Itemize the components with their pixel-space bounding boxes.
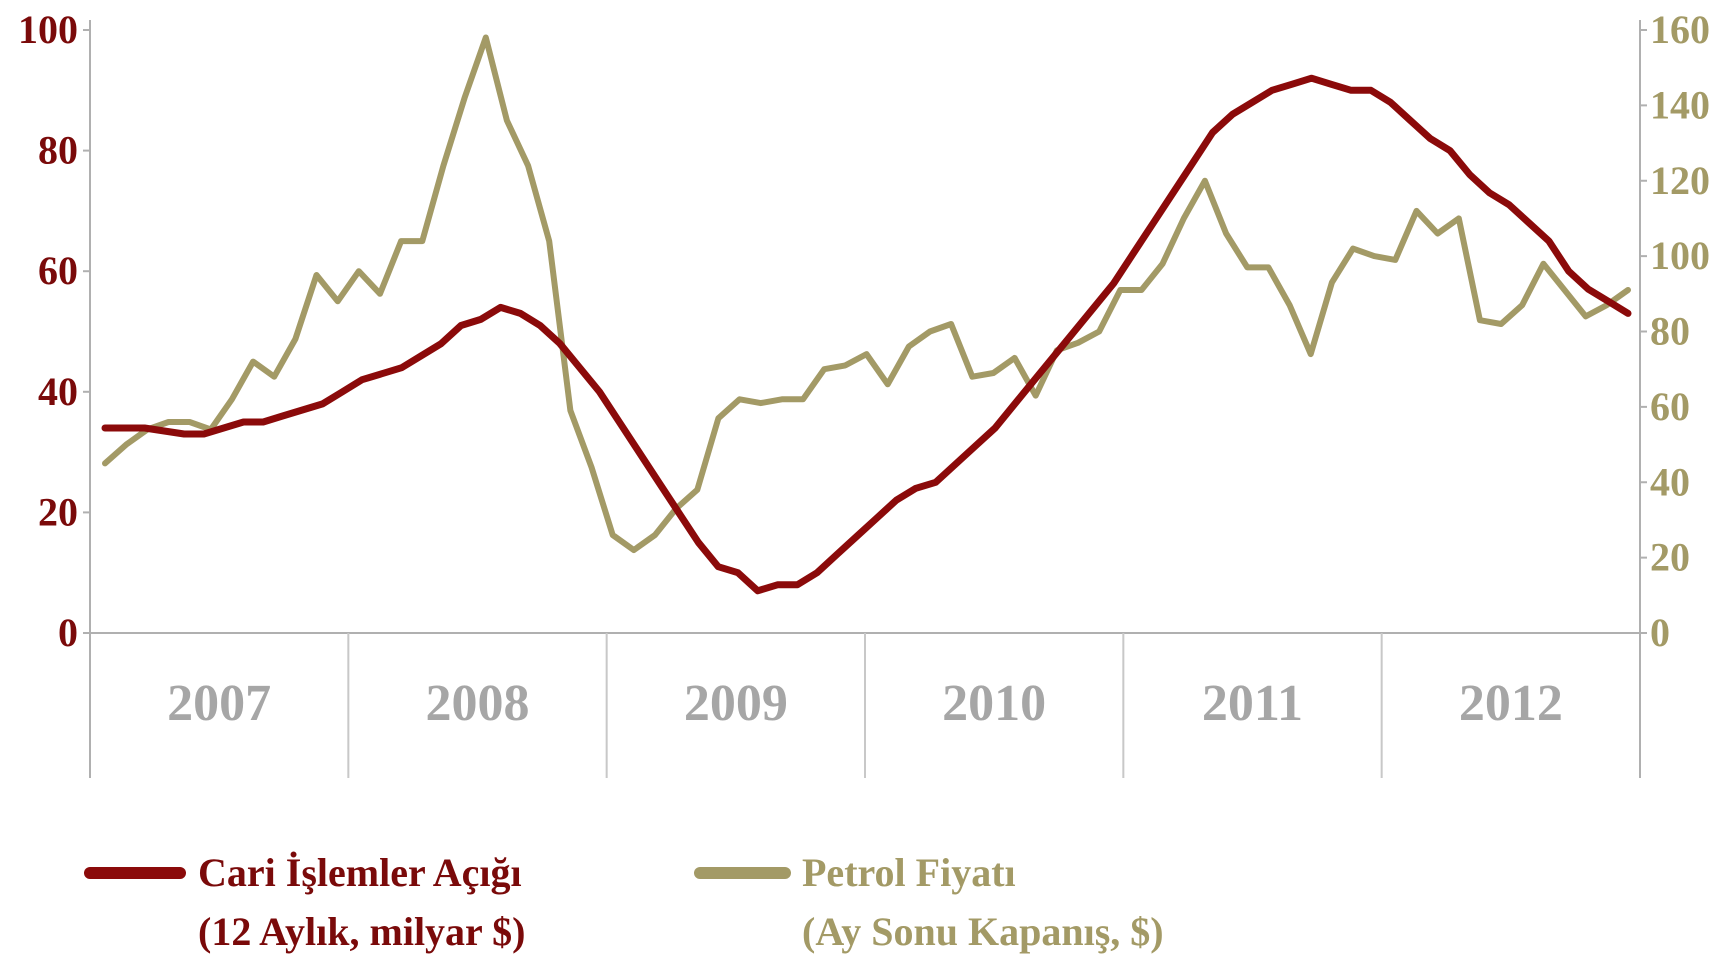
x-axis-year-labels: 2007 2008 2009 2010 2011 2012 bbox=[167, 675, 1563, 732]
right-tick-label: 80 bbox=[1650, 309, 1690, 354]
right-tick-label: 140 bbox=[1650, 82, 1710, 127]
axes bbox=[89, 20, 1641, 778]
right-tick-label: 0 bbox=[1650, 610, 1670, 655]
year-label-2011: 2011 bbox=[1202, 675, 1303, 732]
right-tick-label: 100 bbox=[1650, 233, 1710, 278]
series-line-cari-islemler bbox=[101, 74, 1632, 595]
left-tick-label: 100 bbox=[18, 7, 78, 52]
series-lines bbox=[101, 34, 1632, 595]
year-label-2009: 2009 bbox=[684, 675, 788, 732]
year-label-2007: 2007 bbox=[167, 675, 271, 732]
right-tick-label: 60 bbox=[1650, 384, 1690, 429]
left-tick-label: 60 bbox=[38, 248, 78, 293]
legend-label-cari-line2: (12 Aylık, milyar $) bbox=[198, 909, 525, 954]
right-tick-label: 20 bbox=[1650, 535, 1690, 580]
right-tick-label: 120 bbox=[1650, 158, 1710, 203]
year-label-2008: 2008 bbox=[426, 675, 530, 732]
left-tick-label: 40 bbox=[38, 369, 78, 414]
left-tick-label: 0 bbox=[58, 610, 78, 655]
right-axis-ticks: 0 20 40 60 80 100 120 140 160 bbox=[1640, 7, 1710, 655]
series-line-petrol-fiyati bbox=[102, 34, 1631, 554]
year-label-2012: 2012 bbox=[1459, 675, 1563, 732]
year-label-2010: 2010 bbox=[942, 675, 1046, 732]
legend-label-petrol-line1: Petrol Fiyatı bbox=[802, 850, 1016, 895]
right-tick-label: 160 bbox=[1650, 7, 1710, 52]
right-tick-label: 40 bbox=[1650, 459, 1690, 504]
left-tick-label: 80 bbox=[38, 128, 78, 173]
left-axis-ticks: 0 20 40 60 80 100 bbox=[18, 7, 90, 655]
left-tick-label: 20 bbox=[38, 489, 78, 534]
legend-label-petrol-line2: (Ay Sonu Kapanış, $) bbox=[802, 909, 1164, 954]
legend-label-cari-line1: Cari İşlemler Açığı bbox=[198, 850, 522, 895]
legend: Cari İşlemler Açığı (12 Aylık, milyar $)… bbox=[84, 850, 1164, 954]
